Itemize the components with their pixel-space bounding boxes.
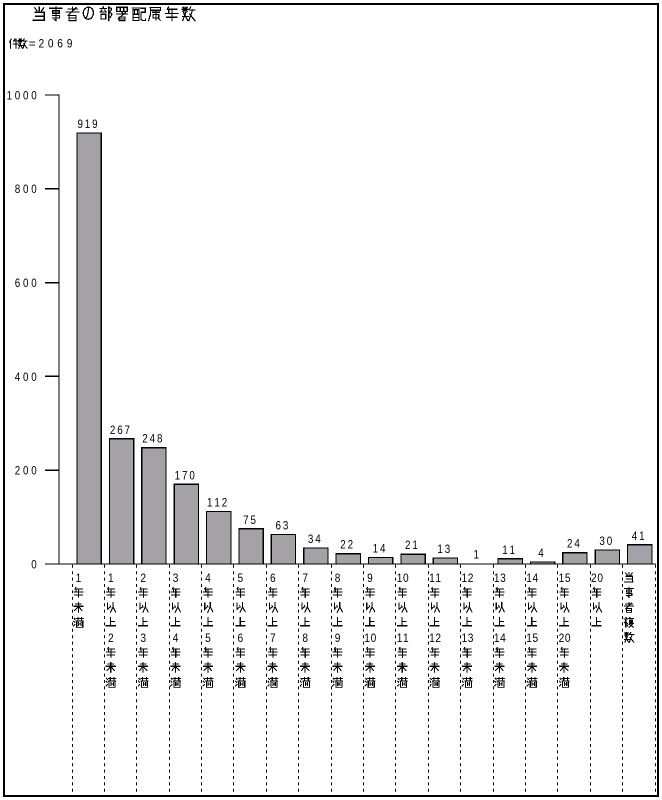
svg-text:170: 170: [175, 469, 195, 482]
svg-text:1: 1: [76, 572, 82, 585]
svg-text:8: 8: [335, 572, 341, 585]
svg-text:5: 5: [205, 632, 211, 645]
svg-text:2: 2: [140, 572, 146, 585]
svg-text:11: 11: [397, 632, 409, 645]
svg-text:11: 11: [429, 572, 441, 585]
svg-text:10: 10: [397, 572, 409, 585]
svg-text:400: 400: [15, 371, 37, 384]
svg-text:8: 8: [302, 632, 308, 645]
svg-text:14: 14: [526, 572, 538, 585]
svg-text:12: 12: [461, 572, 473, 585]
svg-text:13: 13: [494, 572, 506, 585]
svg-text:7: 7: [302, 572, 308, 585]
svg-text:919: 919: [77, 118, 97, 131]
svg-text:=: =: [29, 36, 36, 50]
svg-text:6: 6: [270, 572, 276, 585]
svg-text:4: 4: [205, 572, 211, 585]
svg-text:9: 9: [367, 572, 373, 585]
svg-text:14: 14: [494, 632, 506, 645]
svg-text:3: 3: [173, 572, 179, 585]
svg-text:20: 20: [559, 632, 571, 645]
svg-text:4: 4: [538, 547, 543, 560]
svg-text:3: 3: [140, 632, 146, 645]
svg-text:800: 800: [15, 183, 37, 196]
svg-text:2: 2: [108, 632, 114, 645]
svg-text:4: 4: [173, 632, 179, 645]
svg-text:200: 200: [15, 465, 37, 478]
svg-text:600: 600: [15, 277, 37, 290]
svg-text:12: 12: [429, 632, 441, 645]
svg-text:5: 5: [238, 572, 244, 585]
svg-text:267: 267: [110, 424, 130, 437]
svg-text:0: 0: [31, 559, 36, 572]
svg-text:248: 248: [142, 433, 162, 446]
svg-text:13: 13: [461, 632, 473, 645]
svg-text:1: 1: [108, 572, 114, 585]
svg-text:10: 10: [364, 632, 376, 645]
svg-text:1: 1: [473, 549, 478, 562]
svg-text:7: 7: [270, 632, 276, 645]
svg-text:6: 6: [238, 632, 244, 645]
svg-text:20: 20: [591, 572, 603, 585]
svg-text:15: 15: [526, 632, 538, 645]
svg-text:112: 112: [207, 497, 227, 510]
svg-text:9: 9: [335, 632, 341, 645]
svg-text:15: 15: [559, 572, 571, 585]
